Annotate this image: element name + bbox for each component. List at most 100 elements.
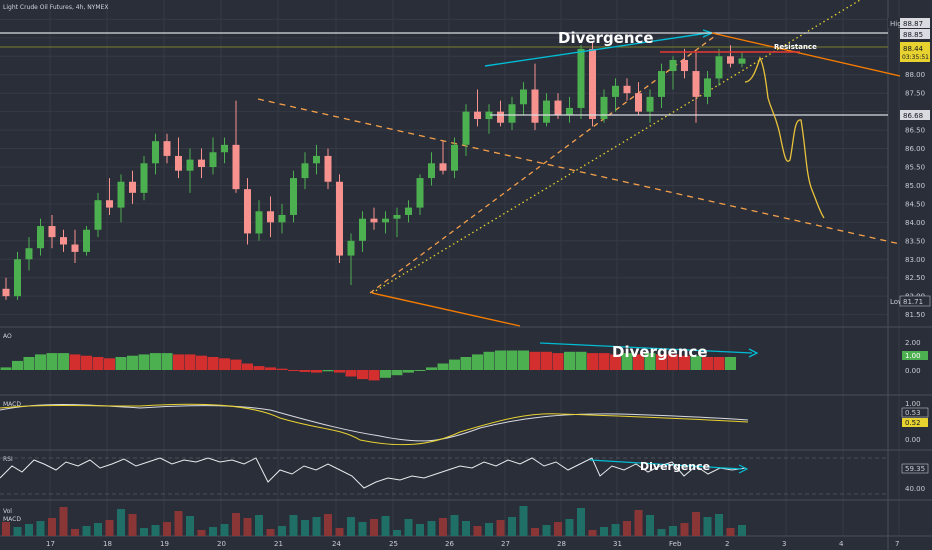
- price-tick-6: 86.50: [905, 127, 925, 135]
- candle-body-32: [370, 218, 378, 223]
- vol-bar-15: [174, 511, 183, 536]
- vol-bar-55: [634, 510, 643, 536]
- time-axis: 17 18 19 20 21 24 25 26 27 28 31 Feb 2 3 4 7: [46, 540, 899, 548]
- ao-bar-6: [69, 354, 81, 370]
- vol-bar-18: [209, 527, 217, 536]
- ao-bar-3: [35, 354, 46, 370]
- vol-bar-38: [439, 518, 447, 536]
- vol-bar-0: [2, 522, 10, 536]
- rsi-divergence-line: [589, 459, 743, 470]
- ao-bar-52: [598, 353, 610, 370]
- ao-bar-57: [656, 354, 667, 370]
- vol-bar-25: [289, 515, 298, 536]
- macd-line: [0, 404, 749, 442]
- vol-bar-20: [232, 513, 240, 536]
- ao-bar-28: [322, 370, 334, 372]
- vol-bar-34: [393, 530, 401, 536]
- vol-bar-49: [565, 519, 574, 536]
- ao-bar-34: [391, 370, 403, 376]
- ao-bar-25: [288, 370, 299, 371]
- ao-bar-7: [81, 355, 92, 370]
- vol-bar-6: [71, 529, 79, 536]
- candle-body-31: [359, 218, 366, 241]
- rsi-badge-bg: [901, 463, 929, 474]
- candle-body-6: [71, 244, 79, 252]
- candle-body-9: [106, 200, 113, 208]
- level1-bg: [900, 29, 930, 39]
- vol-bar-9: [105, 520, 114, 536]
- macd-tick-0: 0.00: [905, 436, 921, 444]
- candle-body-7: [83, 229, 90, 252]
- price-tick-13: 83.00: [905, 256, 925, 264]
- ao-bar-42: [483, 351, 495, 370]
- price-tick-9: 85.00: [905, 182, 925, 190]
- ao-bar-10: [115, 357, 127, 370]
- vol-bar-44: [508, 517, 516, 536]
- vol-bar-42: [485, 523, 493, 536]
- symbol-title: Light Crude Oil Futures, 4h, NYMEX: [3, 4, 108, 11]
- candle-body-57: [658, 71, 665, 97]
- vol-bar-28: [324, 514, 332, 536]
- vol-bar-37: [427, 521, 436, 536]
- ao-bar-17: [196, 355, 207, 370]
- high-value-bg: [900, 18, 930, 28]
- ao-bar-13: [150, 353, 161, 370]
- candle-body-50: [577, 48, 585, 108]
- ao-bar-59: [679, 355, 690, 370]
- candle-body-5: [60, 237, 67, 245]
- candle-body-29: [336, 181, 343, 256]
- ao-bar-27: [311, 370, 322, 373]
- candle-body-38: [439, 163, 447, 171]
- lower-support-line: [371, 292, 521, 327]
- vol-bar-33: [381, 516, 390, 536]
- vol-bar-30: [347, 517, 355, 536]
- candle-body-35: [405, 207, 412, 215]
- vol-bar-1: [13, 527, 22, 536]
- candle-body-23: [267, 211, 274, 223]
- projection-path: [744, 56, 825, 219]
- ao-bar-4: [46, 353, 58, 370]
- price-tick-16: 81.50: [905, 311, 925, 319]
- resistance-label: Resistance: [774, 43, 817, 51]
- ao-bar-23: [265, 367, 276, 370]
- volume-bars: [2, 506, 746, 536]
- vol-bar-23: [266, 529, 275, 536]
- ao-bar-14: [161, 353, 173, 370]
- candle-body-63: [727, 56, 734, 64]
- vol-bar-13: [151, 525, 160, 536]
- vol-label: Vol: [3, 508, 12, 515]
- candle-body-14: [163, 141, 171, 156]
- ao-bar-11: [127, 355, 138, 370]
- macd-badge1-bg: [901, 407, 929, 418]
- price-tick-3: 88.00: [905, 71, 925, 79]
- candle-body-10: [117, 181, 125, 208]
- candle-body-40: [462, 111, 470, 145]
- vol-bar-52: [600, 527, 608, 536]
- ao-bar-2: [23, 357, 35, 370]
- ao-bar-5: [58, 353, 69, 370]
- ao-bar-61: [702, 357, 713, 370]
- candle-body-37: [428, 163, 435, 179]
- candle-body-41: [474, 111, 481, 120]
- ao-bar-1: [12, 360, 23, 370]
- vol-bar-14: [163, 522, 171, 536]
- price-tick-8: 85.50: [905, 164, 925, 172]
- drawing-lines: [0, 29, 901, 219]
- vol-bar-57: [657, 529, 666, 536]
- vol-bar-36: [416, 524, 424, 536]
- vol-bar-12: [140, 528, 148, 536]
- ao-bar-40: [460, 357, 472, 370]
- macd-lines: [0, 403, 749, 446]
- ao-bar-24: [276, 368, 288, 370]
- candle-body-28: [324, 155, 332, 182]
- candle-body-46: [531, 89, 539, 123]
- vol-bar-32: [370, 519, 378, 536]
- vol-bar-4: [48, 518, 56, 536]
- ao-bar-38: [437, 363, 449, 370]
- candle-body-62: [715, 56, 723, 79]
- candle-body-30: [347, 240, 355, 256]
- ao-bar-56: [644, 353, 656, 370]
- macd-badge2: 0.52: [905, 419, 921, 427]
